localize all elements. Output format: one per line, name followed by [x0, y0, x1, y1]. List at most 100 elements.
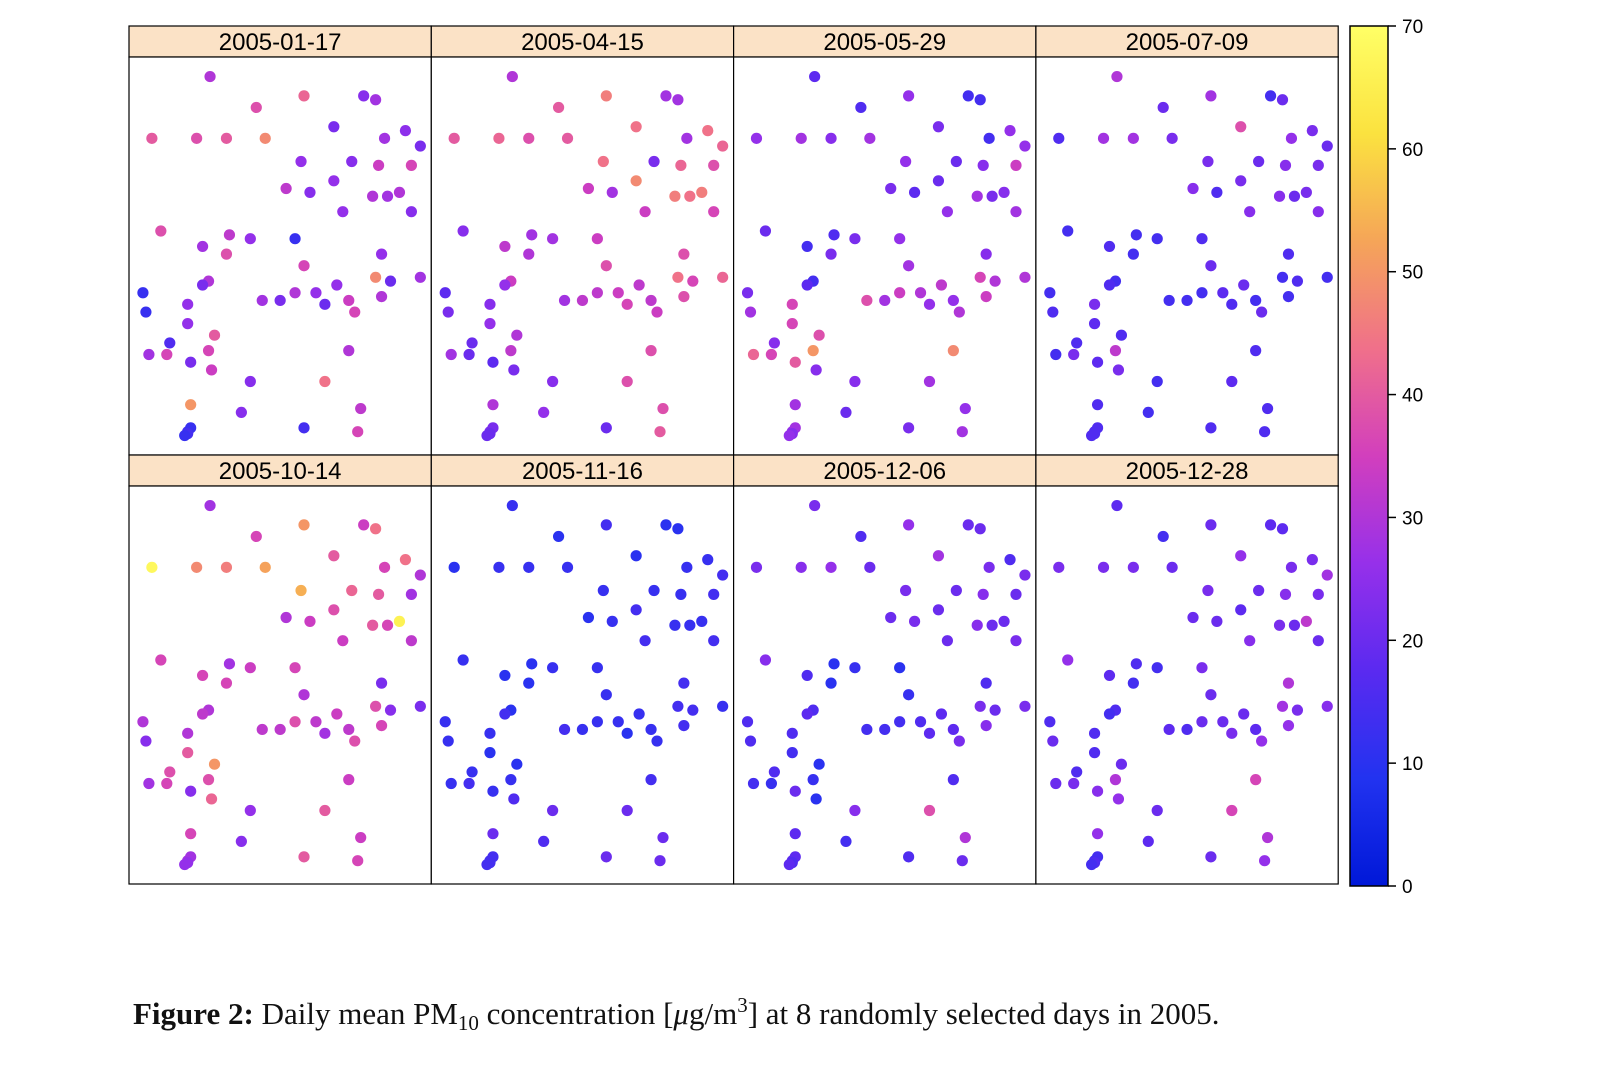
station-point: [947, 723, 959, 736]
station-point: [561, 561, 574, 573]
station-point: [442, 306, 454, 318]
station-point: [1103, 708, 1116, 720]
station-point: [1205, 851, 1217, 863]
station-point: [849, 375, 861, 388]
station-point: [328, 550, 340, 562]
station-point: [932, 550, 945, 562]
station-point: [1157, 530, 1169, 543]
station-point: [941, 206, 953, 218]
station-point: [1088, 747, 1101, 759]
station-point: [591, 287, 603, 299]
station-point: [343, 345, 355, 357]
station-point: [597, 155, 609, 168]
station-point: [1211, 186, 1223, 198]
station-point: [182, 298, 194, 310]
station-point: [244, 375, 256, 388]
station-point: [328, 121, 340, 133]
station-point: [606, 615, 618, 627]
station-point: [399, 554, 412, 566]
station-point: [220, 132, 233, 144]
station-point: [903, 689, 915, 701]
station-point: [600, 519, 612, 531]
station-point: [974, 523, 986, 535]
station-point: [783, 858, 795, 871]
station-point: [684, 190, 696, 202]
station-point: [903, 519, 915, 531]
station-point: [1312, 206, 1324, 218]
station-point: [1282, 291, 1295, 303]
station-point: [855, 530, 867, 543]
station-point: [795, 561, 807, 573]
station-point: [523, 677, 535, 689]
caption-subscript: 10: [457, 1011, 479, 1035]
station-point: [1312, 588, 1324, 600]
station-point: [378, 132, 391, 144]
station-point: [1115, 329, 1128, 341]
station-point: [352, 426, 364, 438]
station-point: [1273, 619, 1286, 631]
station-point: [750, 561, 763, 573]
station-point: [295, 155, 307, 168]
station-point: [950, 584, 962, 597]
station-point: [914, 287, 927, 299]
germany-outline: [433, 502, 725, 880]
station-point: [295, 584, 307, 597]
station-point: [828, 229, 840, 241]
station-point: [1103, 240, 1116, 253]
station-point: [319, 727, 331, 739]
station-point: [974, 94, 986, 106]
station-point: [244, 233, 256, 245]
station-point: [1259, 426, 1271, 438]
station-point: [523, 132, 535, 144]
panel-title: 2005-12-28: [1126, 458, 1249, 485]
panel-header: [128, 25, 432, 58]
station-point: [1127, 132, 1139, 144]
station-point: [932, 175, 945, 187]
station-point: [1261, 831, 1274, 844]
station-point: [523, 561, 535, 573]
station-point: [1235, 175, 1247, 187]
station-point: [1166, 561, 1178, 573]
station-point: [204, 70, 216, 83]
caption-unit: g/m: [688, 996, 738, 1031]
station-point: [256, 723, 268, 736]
station-point: [908, 186, 921, 198]
station-point: [375, 677, 388, 689]
station-point: [582, 611, 595, 624]
station-point: [645, 345, 657, 357]
station-point: [448, 132, 460, 144]
station-point: [1261, 402, 1274, 415]
station-point: [1288, 190, 1301, 202]
station-point: [1202, 155, 1214, 168]
station-point: [405, 206, 418, 218]
station-point: [182, 747, 194, 759]
station-point: [1211, 615, 1223, 627]
station-point: [675, 159, 687, 171]
station-point: [448, 561, 460, 573]
station-point: [678, 248, 690, 260]
station-point: [947, 774, 959, 786]
station-point: [1010, 635, 1022, 647]
station-point: [481, 858, 493, 871]
station-point: [1226, 727, 1238, 739]
station-point: [140, 735, 152, 747]
station-point: [825, 677, 837, 689]
station-point: [358, 90, 370, 102]
station-point: [849, 233, 861, 245]
station-point: [1109, 774, 1122, 786]
station-point: [191, 561, 203, 573]
station-point: [864, 561, 876, 573]
panel-2005-10-14: 2005-10-14: [128, 454, 432, 885]
panel-header: [430, 25, 735, 58]
station-point: [980, 291, 992, 303]
station-point: [980, 248, 992, 260]
station-point: [983, 132, 995, 144]
station-point: [741, 287, 754, 299]
station-point: [250, 530, 262, 543]
station-point: [894, 287, 906, 299]
station-point: [414, 140, 426, 152]
station-point: [1166, 132, 1178, 144]
station-point: [372, 588, 385, 600]
station-point: [355, 831, 367, 844]
station-point: [182, 727, 194, 739]
